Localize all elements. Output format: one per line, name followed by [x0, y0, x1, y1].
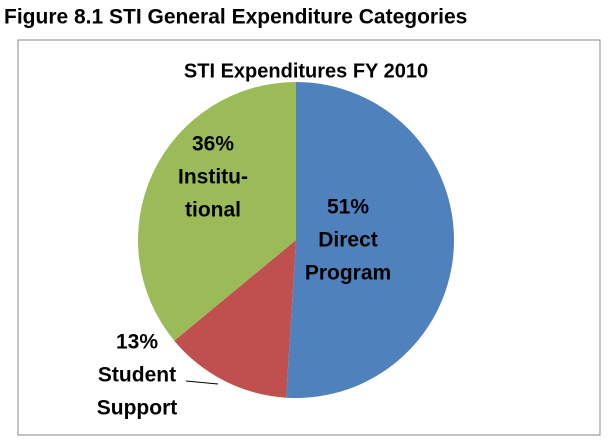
pie-slice: [286, 82, 454, 398]
slice-category-label: Institu-: [178, 166, 248, 189]
slice-category-label: Direct: [318, 229, 378, 252]
slice-percent-label: 36%: [192, 133, 234, 156]
figure-title: Figure 8.1 STI General Expenditure Categ…: [4, 6, 467, 29]
slice-percent-label: 51%: [327, 196, 369, 219]
leader-line: [185, 380, 219, 385]
pie-slice: [137, 82, 296, 341]
slice-category-label: tional: [185, 199, 241, 222]
slice-category-label: Student: [98, 364, 176, 387]
slice-percent-label: 13%: [116, 331, 158, 354]
chart-title: STI Expenditures FY 2010: [184, 60, 428, 82]
slice-category-label: Support: [97, 397, 177, 420]
pie-slice: [174, 240, 296, 398]
slice-category-label: Program: [305, 262, 391, 285]
